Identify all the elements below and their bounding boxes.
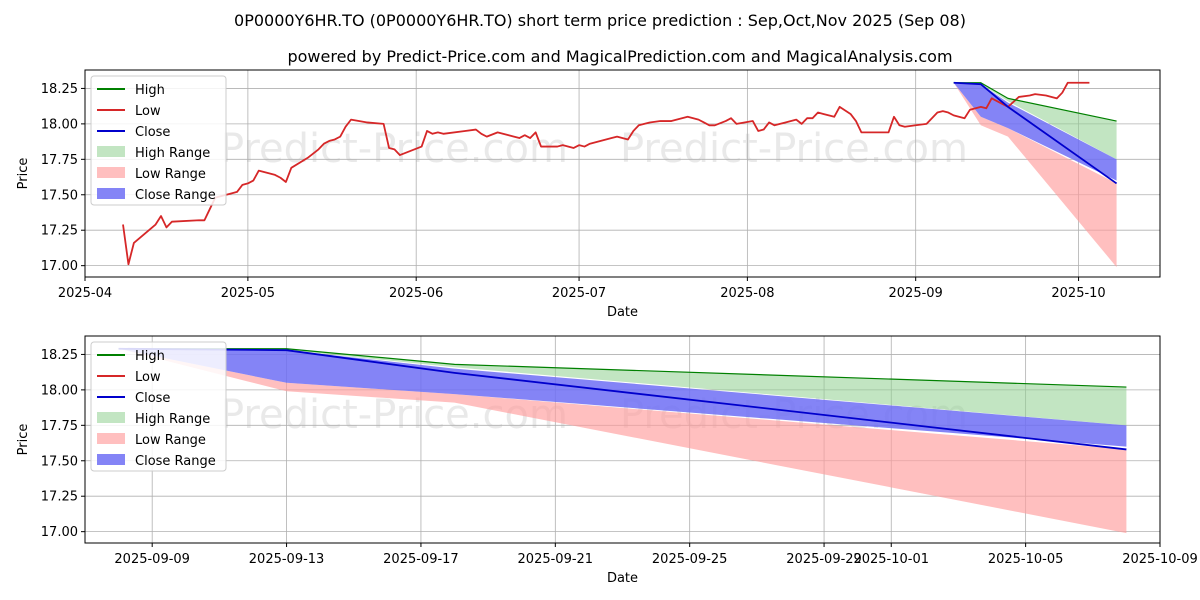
- x-tick-label: 2025-09-13: [249, 552, 325, 567]
- legend-swatch-patch: [97, 146, 125, 157]
- chart-subtitle: powered by Predict-Price.com and Magical…: [287, 47, 952, 66]
- y-tick-label: 18.25: [41, 348, 78, 363]
- y-tick-label: 17.00: [41, 525, 78, 540]
- legend-label: Low: [135, 370, 161, 385]
- series-group: [122, 81, 1118, 268]
- low-range-band: [953, 82, 1117, 268]
- x-tick-label: 2025-09-21: [518, 552, 594, 567]
- y-tick-label: 17.75: [41, 153, 78, 168]
- x-tick-label: 2025-09-09: [114, 552, 190, 567]
- y-tick-label: 18.00: [41, 383, 78, 398]
- y-axis-label: Price: [16, 424, 31, 456]
- close-range-band: [118, 348, 1127, 447]
- y-tick-label: 17.75: [41, 419, 78, 434]
- high-range-band: [953, 82, 1117, 160]
- y-tick-label: 17.50: [41, 454, 78, 469]
- legend-label: Close Range: [135, 454, 216, 469]
- y-tick-label: 17.25: [41, 224, 78, 239]
- y-tick-label: 17.00: [41, 259, 78, 274]
- plot-frame: [84, 69, 1161, 278]
- legend-label: High: [135, 83, 165, 98]
- y-tick-label: 17.25: [41, 490, 78, 505]
- legend-swatch-patch: [97, 454, 125, 465]
- x-tick-label: 2025-09-17: [383, 552, 459, 567]
- legend-label: Close: [135, 391, 170, 406]
- legend-label: High: [135, 349, 165, 364]
- legend-label: High Range: [135, 412, 210, 427]
- legend-label: Low: [135, 104, 161, 119]
- y-tick-label: 17.50: [41, 188, 78, 203]
- x-axis-label: Date: [607, 305, 638, 320]
- legend-label: Low Range: [135, 433, 206, 448]
- x-tick-label: 2025-04: [58, 286, 112, 301]
- x-axis-label: Date: [607, 571, 638, 586]
- plot-frame: [84, 335, 1161, 544]
- x-tick-label: 2025-10-05: [988, 552, 1064, 567]
- legend-label: High Range: [135, 146, 210, 161]
- x-tick-label: 2025-09-25: [652, 552, 728, 567]
- x-tick-label: 2025-05: [221, 286, 275, 301]
- x-tick-label: 2025-08: [720, 286, 774, 301]
- x-tick-label: 2025-09-29: [786, 552, 862, 567]
- y-tick-label: 18.25: [41, 82, 78, 97]
- legend-swatch-patch: [97, 188, 125, 199]
- low-history-line: [122, 81, 1090, 266]
- legend-label: Close Range: [135, 188, 216, 203]
- x-tick-label: 2025-10-01: [853, 552, 929, 567]
- legend-swatch-patch: [97, 433, 125, 444]
- close-forecast-line: [953, 81, 1118, 185]
- panel-forecast-zoom: Predict-Price.comPredict-Price.com2025-0…: [16, 335, 1198, 586]
- high-range-band: [118, 348, 1127, 426]
- low-range-band: [118, 348, 1127, 534]
- x-tick-label: 2025-07: [552, 286, 606, 301]
- close-range-band: [953, 82, 1117, 181]
- panel-full-history: Predict-Price.com Predict-Price.com2025-0…: [16, 69, 1161, 320]
- legend-swatch-patch: [97, 167, 125, 178]
- x-tick-label: 2025-10: [1051, 286, 1105, 301]
- legend-label: Close: [135, 125, 170, 140]
- legend: High Low Close High Range Low Range Close Ran…: [90, 341, 227, 472]
- watermark-text: Predict-Price.com: [620, 126, 968, 172]
- legend: High Low Close High Range Low Range Close Ran…: [90, 75, 227, 206]
- y-axis-label: Price: [16, 158, 31, 190]
- chart-title: 0P0000Y6HR.TO (0P0000Y6HR.TO) short term…: [234, 11, 966, 30]
- x-tick-label: 2025-06: [389, 286, 443, 301]
- x-tick-label: 2025-10-09: [1122, 552, 1198, 567]
- series-group: [118, 347, 1127, 534]
- x-tick-label: 2025-09: [889, 286, 943, 301]
- y-tick-label: 18.00: [41, 117, 78, 132]
- legend-swatch-patch: [97, 412, 125, 423]
- legend-label: Low Range: [135, 167, 206, 182]
